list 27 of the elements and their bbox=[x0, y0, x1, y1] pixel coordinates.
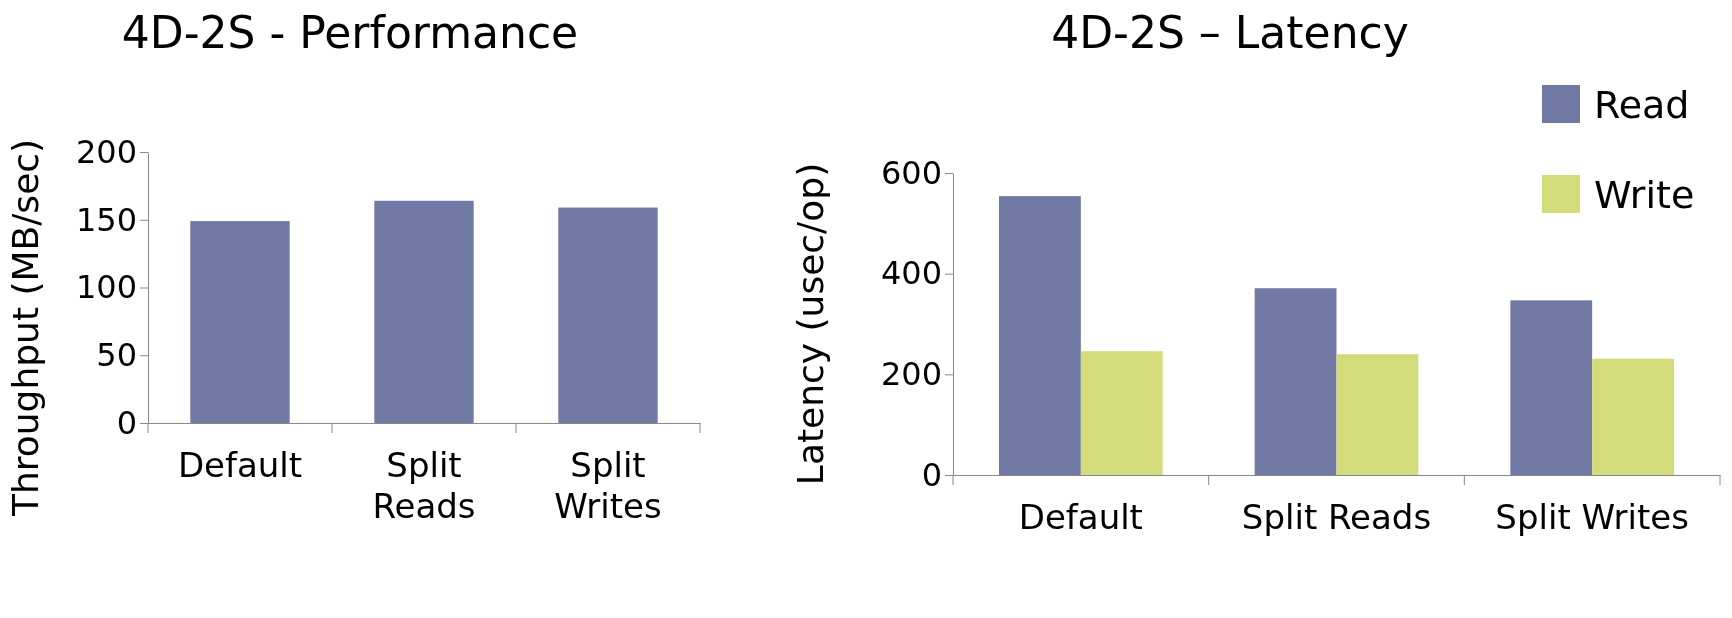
legend-label: Write bbox=[1594, 173, 1695, 217]
y-tick-label: 150 bbox=[75, 200, 137, 239]
bar bbox=[1080, 351, 1163, 475]
x-tick-label: Split Reads bbox=[372, 445, 476, 526]
bar bbox=[1254, 288, 1337, 475]
chart-title: 4D-2S - Performance bbox=[120, 7, 580, 58]
bar bbox=[999, 196, 1081, 475]
bar bbox=[1510, 300, 1593, 475]
x-tick-label: Split Writes bbox=[554, 445, 662, 526]
y-tick-label: 200 bbox=[75, 132, 137, 171]
y-tick-label: 0 bbox=[921, 455, 942, 494]
bar bbox=[1592, 358, 1674, 475]
y-tick-label: 50 bbox=[96, 335, 137, 374]
y-tick-label: 600 bbox=[880, 153, 942, 192]
y-tick-label: 100 bbox=[75, 268, 137, 307]
x-tick-label: Default bbox=[177, 445, 303, 485]
y-tick-label: 0 bbox=[116, 403, 137, 442]
y-tick-label: 400 bbox=[880, 254, 942, 293]
y-axis-title: Throughput (MB/sec) bbox=[5, 138, 46, 518]
chart-title: 4D-2S – Latency bbox=[1050, 7, 1410, 58]
y-tick-label: 200 bbox=[880, 355, 942, 394]
x-tick-label: Split Writes bbox=[1495, 497, 1690, 537]
x-tick-label: Split Reads bbox=[1241, 497, 1432, 537]
bar bbox=[1336, 354, 1419, 475]
x-tick-label: Default bbox=[1018, 497, 1143, 537]
legend-label: Read bbox=[1594, 83, 1690, 127]
y-axis-title: Latency (usec/op) bbox=[790, 162, 831, 486]
